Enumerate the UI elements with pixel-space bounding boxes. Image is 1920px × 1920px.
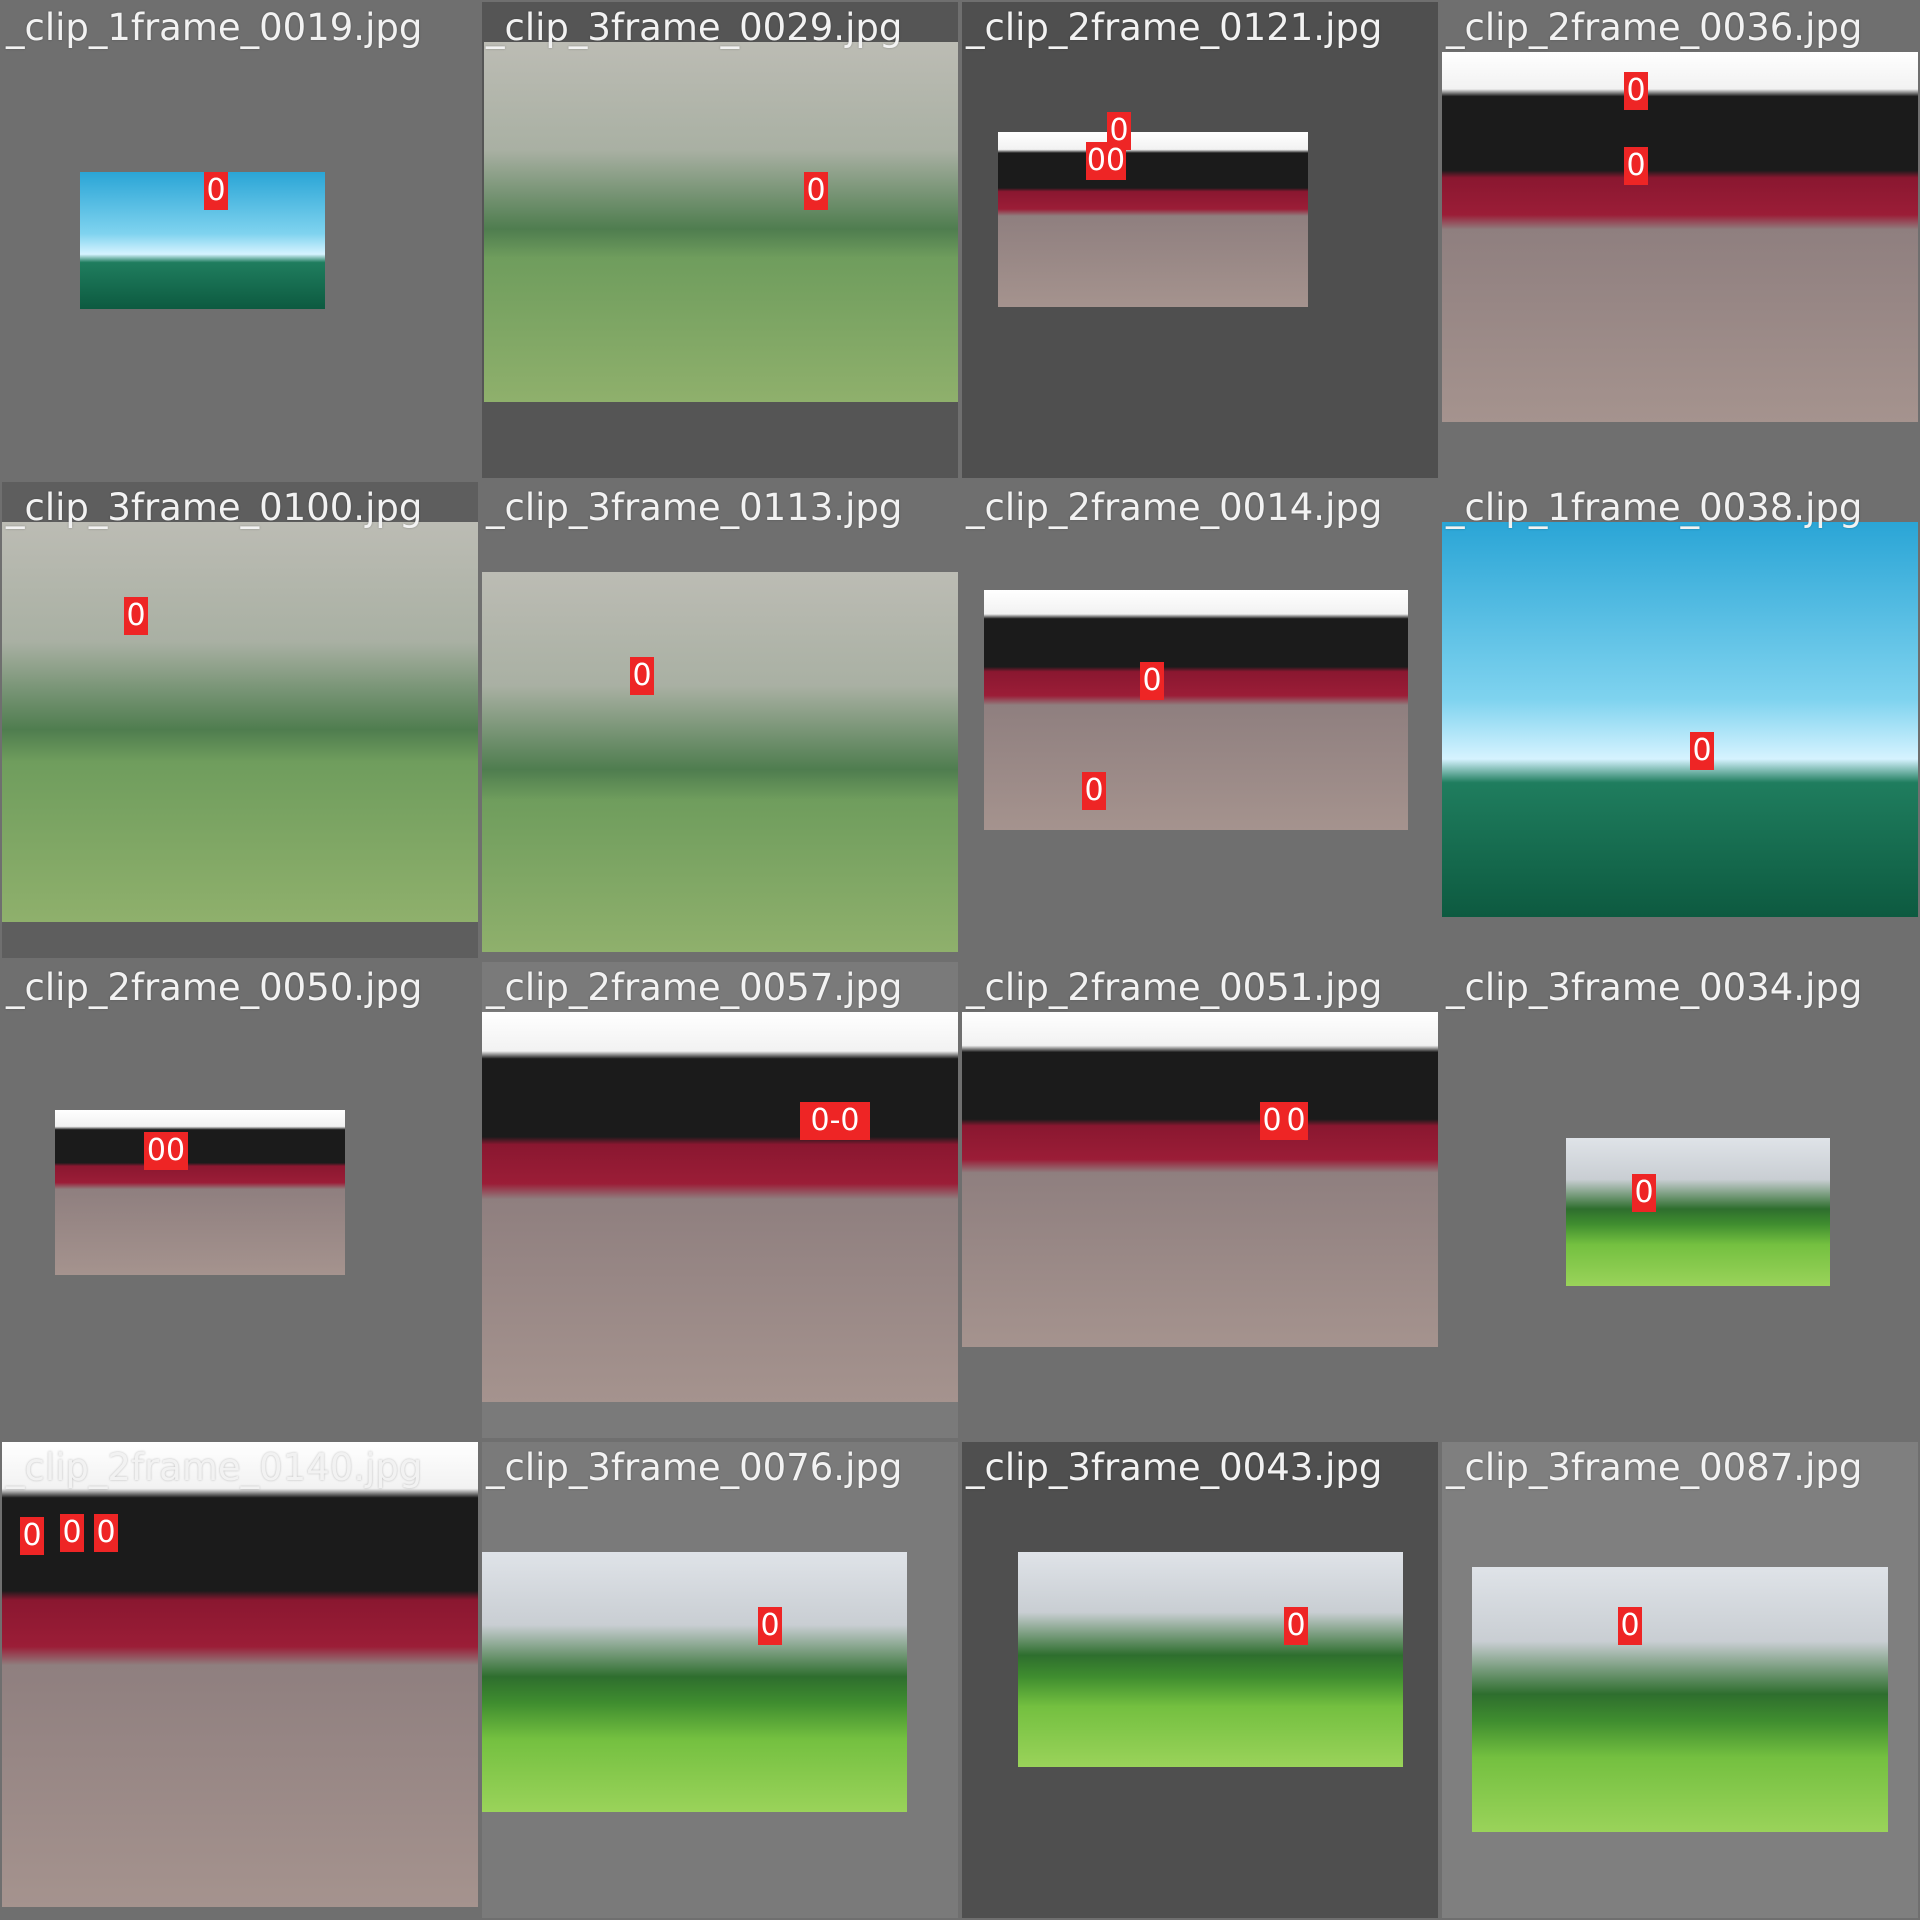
frame-image (55, 1110, 345, 1275)
frame-filename-label: _clip_2frame_0121.jpg (966, 6, 1383, 49)
frame-filename-label: _clip_1frame_0038.jpg (1446, 486, 1863, 529)
frame-filename-label: _clip_2frame_0014.jpg (966, 486, 1383, 529)
frame-filename-label: _clip_3frame_0034.jpg (1446, 966, 1863, 1009)
frame-image (1566, 1138, 1830, 1286)
mosaic-tile: _clip_3frame_0113.jpg 0 (482, 482, 958, 958)
frame-image (2, 522, 478, 922)
mosaic-tile: _clip_3frame_0034.jpg 0 (1442, 962, 1918, 1438)
mosaic-tile: _clip_1frame_0019.jpg 0 (2, 2, 478, 478)
frame-filename-label: _clip_3frame_0100.jpg (6, 486, 423, 529)
frame-filename-label: _clip_3frame_0076.jpg (486, 1446, 903, 1489)
frame-image (1442, 522, 1918, 917)
detection-class-label: 0 (1082, 772, 1106, 810)
mosaic-tile: _clip_3frame_0087.jpg 0 (1442, 1442, 1918, 1918)
detection-class-label: 0 (1690, 732, 1714, 770)
detection-class-label: 0 (1632, 1174, 1656, 1212)
frame-image (1442, 52, 1918, 422)
detection-class-label: 0 (1284, 1102, 1308, 1140)
detection-class-label: 00 (144, 1132, 188, 1170)
frame-image (482, 1552, 907, 1812)
detection-class-label: 0 (1624, 72, 1648, 110)
detection-class-label: 0 (1260, 1102, 1284, 1140)
detection-class-label: 0 (60, 1514, 84, 1552)
frame-filename-label: _clip_3frame_0113.jpg (486, 486, 903, 529)
mosaic-tile: _clip_2frame_0036.jpg 0 0 (1442, 2, 1918, 478)
detection-class-label: 0 (1284, 1607, 1308, 1645)
mosaic-tile: _clip_2frame_0140.jpg 0 0 0 (2, 1442, 478, 1918)
frame-image (1472, 1567, 1888, 1832)
detection-class-label: 0 (94, 1514, 118, 1552)
mosaic-tile: _clip_2frame_0057.jpg 0-0 (482, 962, 958, 1438)
mosaic-tile: _clip_1frame_0038.jpg 0 (1442, 482, 1918, 958)
detection-class-label: 0 (630, 657, 654, 695)
frame-filename-label: _clip_2frame_0051.jpg (966, 966, 1383, 1009)
mosaic-tile: _clip_2frame_0050.jpg 00 (2, 962, 478, 1438)
frame-filename-label: _clip_3frame_0087.jpg (1446, 1446, 1863, 1489)
frame-filename-label: _clip_3frame_0043.jpg (966, 1446, 1383, 1489)
detection-class-label: 0 (758, 1607, 782, 1645)
detection-class-label: 0 (204, 172, 228, 210)
detection-class-label: 0-0 (800, 1102, 870, 1140)
mosaic-tile: _clip_2frame_0051.jpg 0 0 (962, 962, 1438, 1438)
detection-class-label: 0 (124, 597, 148, 635)
detection-class-label: 0 (1618, 1607, 1642, 1645)
frame-filename-label: _clip_2frame_0140.jpg (6, 1446, 423, 1489)
frame-image (482, 572, 958, 952)
frame-image (962, 1012, 1438, 1347)
frame-image (984, 590, 1408, 830)
mosaic-tile: _clip_3frame_0029.jpg 0 (482, 2, 958, 478)
detection-class-label: 0 (1140, 662, 1164, 700)
detection-class-label: 0 (20, 1517, 44, 1555)
detection-class-label: 0 (804, 172, 828, 210)
frame-filename-label: _clip_3frame_0029.jpg (486, 6, 903, 49)
frame-image (80, 172, 325, 309)
frame-image (484, 42, 958, 402)
frame-image (2, 1442, 478, 1907)
frame-filename-label: _clip_2frame_0050.jpg (6, 966, 423, 1009)
frame-image (998, 132, 1308, 307)
mosaic-tile: _clip_3frame_0076.jpg 0 (482, 1442, 958, 1918)
mosaic-tile: _clip_2frame_0121.jpg 0 00 (962, 2, 1438, 478)
mosaic-tile: _clip_2frame_0014.jpg 0 0 (962, 482, 1438, 958)
frame-image (482, 1012, 958, 1402)
frame-filename-label: _clip_1frame_0019.jpg (6, 6, 423, 49)
frame-image (1018, 1552, 1403, 1767)
mosaic-tile: _clip_3frame_0043.jpg 0 (962, 1442, 1438, 1918)
mosaic-tile: _clip_3frame_0100.jpg 0 (2, 482, 478, 958)
detection-class-label: 0 (1624, 147, 1648, 185)
frame-filename-label: _clip_2frame_0036.jpg (1446, 6, 1863, 49)
detection-class-label: 00 (1086, 142, 1126, 180)
frame-filename-label: _clip_2frame_0057.jpg (486, 966, 903, 1009)
